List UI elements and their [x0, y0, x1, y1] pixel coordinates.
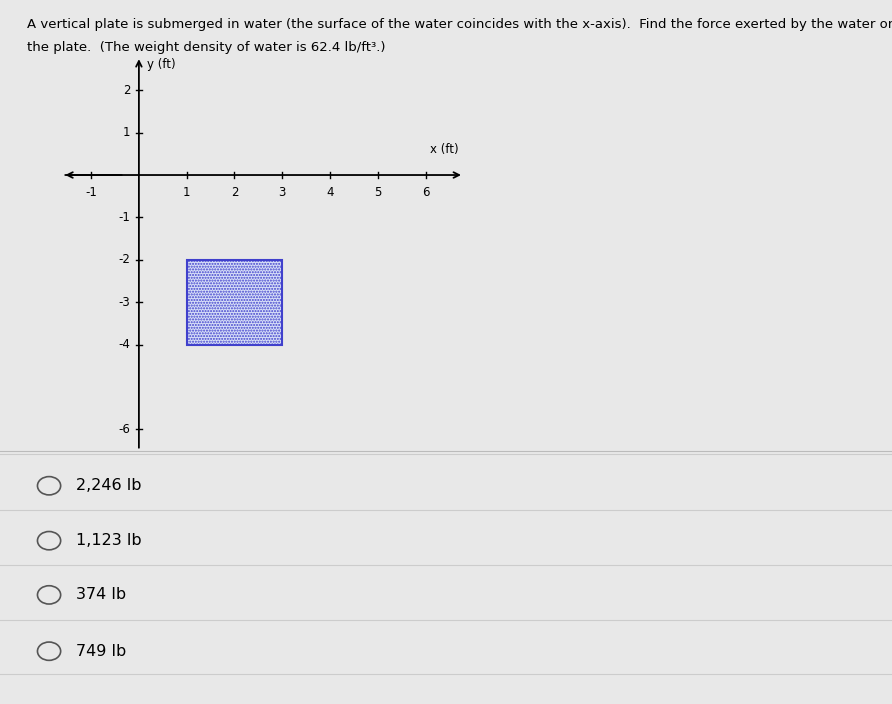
Text: 1: 1 [123, 126, 130, 139]
Text: 4: 4 [326, 186, 334, 199]
Text: 749 lb: 749 lb [76, 643, 126, 659]
Text: x (ft): x (ft) [431, 143, 459, 156]
Text: y (ft): y (ft) [147, 58, 176, 71]
Text: 374 lb: 374 lb [76, 587, 126, 603]
Text: -1: -1 [85, 186, 97, 199]
Text: -3: -3 [119, 296, 130, 308]
Text: 1,123 lb: 1,123 lb [76, 533, 142, 548]
Bar [186, 260, 282, 344]
Text: -1: -1 [119, 211, 130, 224]
Text: 2: 2 [231, 186, 238, 199]
Text: -6: -6 [119, 423, 130, 436]
Text: the plate.  (The weight density of water is 62.4 lb/ft³.): the plate. (The weight density of water … [27, 41, 385, 54]
Text: 3: 3 [278, 186, 286, 199]
Text: 1: 1 [183, 186, 190, 199]
Text: -4: -4 [119, 338, 130, 351]
Text: 5: 5 [374, 186, 382, 199]
Text: 2: 2 [123, 84, 130, 96]
Text: 6: 6 [422, 186, 429, 199]
Text: A vertical plate is submerged in water (the surface of the water coincides with : A vertical plate is submerged in water (… [27, 18, 892, 30]
Text: -2: -2 [119, 253, 130, 266]
Text: 2,246 lb: 2,246 lb [76, 478, 141, 494]
